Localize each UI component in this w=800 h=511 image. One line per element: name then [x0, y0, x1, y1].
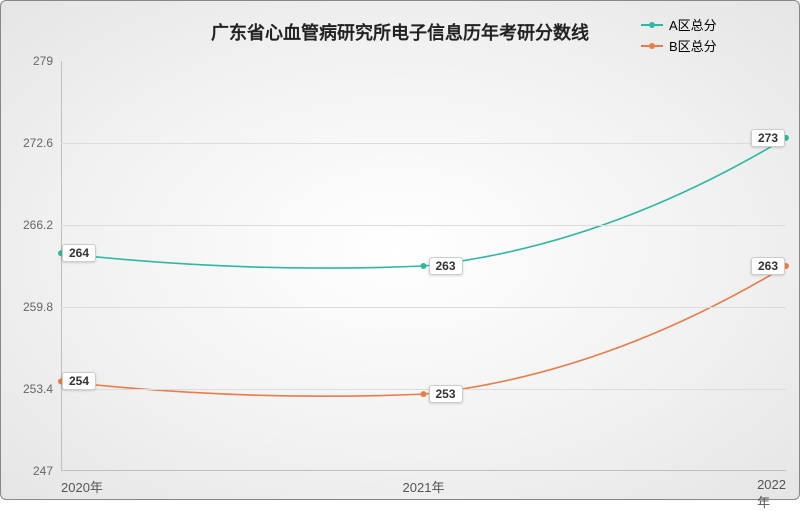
x-tick-label: 2020年: [61, 477, 103, 496]
y-tick-label: 272.6: [23, 136, 53, 150]
legend-label-a: A区总分: [669, 15, 717, 34]
chart-title: 广东省心血管病研究所电子信息历年考研分数线: [211, 19, 589, 45]
data-label: 253: [428, 385, 462, 403]
data-label: 263: [428, 257, 462, 275]
line-layer: [61, 61, 786, 471]
y-tick-label: 266.2: [23, 218, 53, 232]
plot-area: 247253.4259.8266.2272.62792020年2021年2022…: [61, 61, 786, 471]
data-label: 254: [62, 372, 96, 390]
legend: A区总分 B区总分: [641, 15, 717, 57]
legend-label-b: B区总分: [669, 36, 717, 55]
grid-line: [61, 143, 786, 144]
grid-line: [61, 225, 786, 226]
y-tick-label: 259.8: [23, 300, 53, 314]
grid-line: [61, 307, 786, 308]
data-label: 273: [751, 129, 785, 147]
data-marker: [421, 391, 427, 397]
series-line: [61, 266, 786, 396]
legend-item-b: B区总分: [641, 36, 717, 55]
data-marker: [421, 263, 427, 269]
legend-swatch-a: [641, 24, 663, 26]
legend-swatch-b: [641, 45, 663, 47]
data-label: 264: [62, 244, 96, 262]
data-label: 263: [751, 257, 785, 275]
chart-container: 广东省心血管病研究所电子信息历年考研分数线 A区总分 B区总分 247253.4…: [0, 0, 800, 500]
y-tick-label: 247: [33, 464, 53, 478]
x-tick-label: 2022年: [757, 477, 786, 511]
series-line: [61, 138, 786, 268]
x-tick-label: 2021年: [403, 477, 445, 496]
y-tick-label: 253.4: [23, 382, 53, 396]
grid-line: [61, 389, 786, 390]
y-tick-label: 279: [33, 54, 53, 68]
legend-item-a: A区总分: [641, 15, 717, 34]
